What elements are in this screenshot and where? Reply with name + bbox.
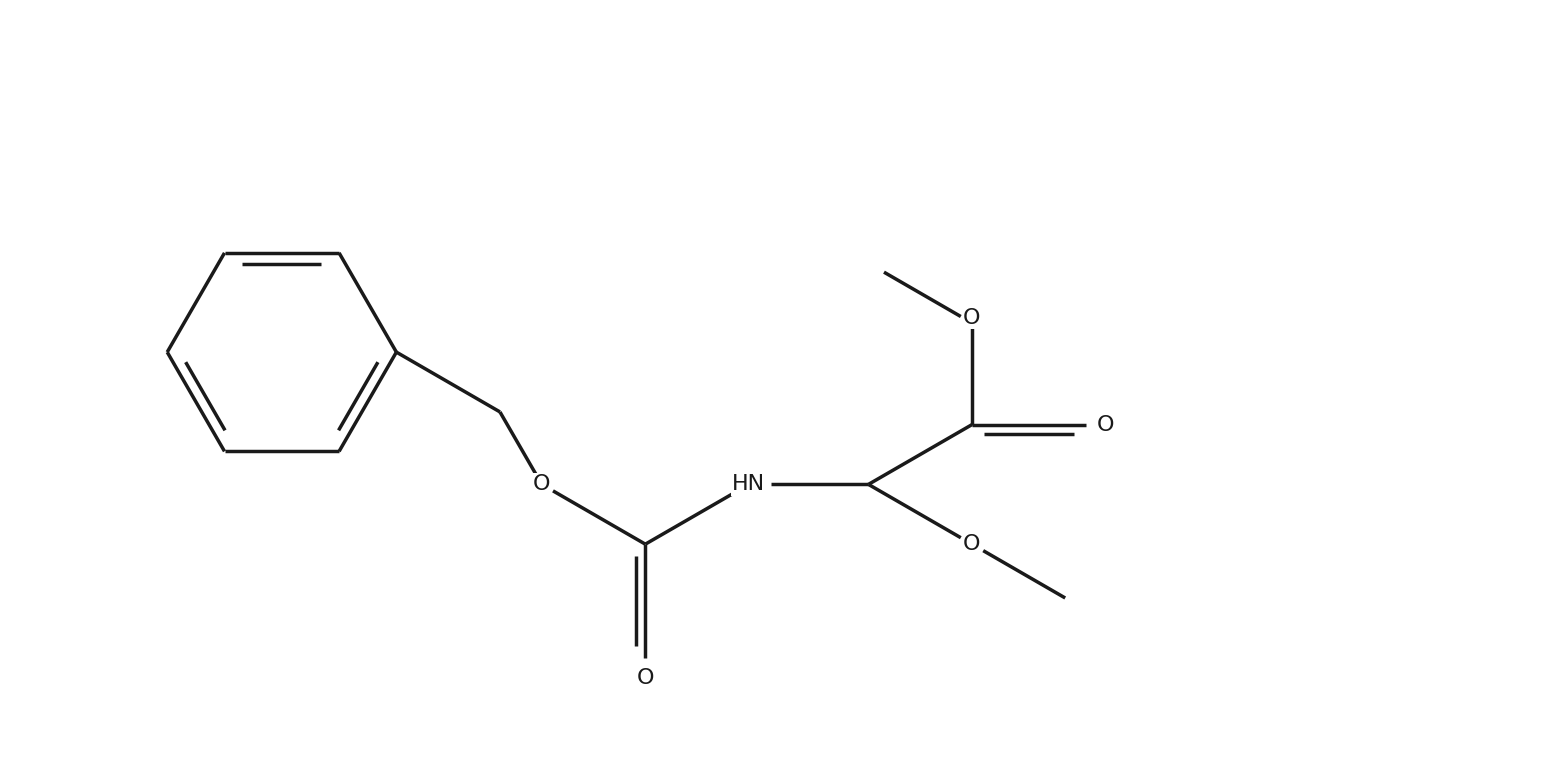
Text: HN: HN (732, 474, 766, 494)
Text: O: O (534, 474, 551, 494)
Text: O: O (636, 668, 654, 688)
Text: O: O (963, 308, 981, 328)
Text: O: O (1097, 415, 1114, 435)
Text: O: O (963, 534, 981, 554)
